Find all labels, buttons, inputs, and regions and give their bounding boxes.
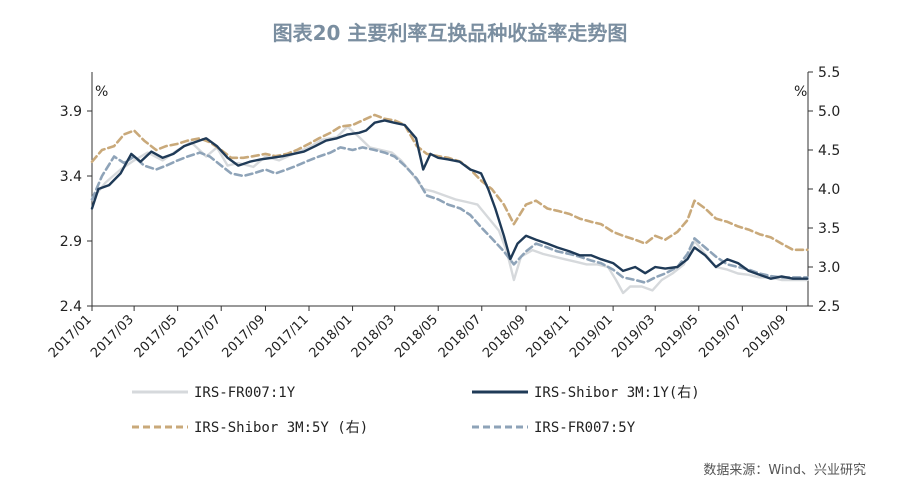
source-note: 数据来源：Wind、兴业研究 [703,463,866,478]
legend-item: IRS-FR007:5Y [472,420,636,436]
right-tick-label: 2.5 [818,299,840,315]
x-tick-label: 2018/07 [436,312,485,361]
legend-item: IRS-Shibor 3M:1Y(右) [472,385,700,401]
legend-label: IRS-FR007:5Y [534,420,636,436]
x-tick-label: 2017/11 [263,312,312,361]
axes-layer: 2.4 2.9 3.4 3.9 2.5 3.0 3.5 4.0 4.5 5.0 5.5 2017/01… [46,65,840,361]
x-tick-label: 2018/05 [392,312,441,361]
series-line-2 [90,119,809,280]
right-unit-label: % [794,84,807,100]
series-line-3 [90,113,809,252]
legend-item: IRS-Shibor 3M:5Y (右) [132,420,368,436]
x-tick-label: 2018/11 [524,312,573,361]
x-tick-label: 2019/03 [609,312,658,361]
right-tick-label: 5.5 [818,65,840,81]
left-tick-label: 3.9 [60,104,82,120]
legend-label: IRS-Shibor 3M:5Y (右) [194,420,368,436]
x-tick-label: 2019/05 [653,312,702,361]
series-layer [90,113,809,295]
x-tick-label: 2019/07 [696,312,745,361]
legend-item: IRS-FR007:1Y [132,385,296,401]
x-tick-label: 2017/05 [132,312,181,361]
legend-label: IRS-FR007:1Y [194,385,296,401]
x-tick-label: 2019/09 [741,312,790,361]
x-tick-label: 2017/03 [88,312,137,361]
x-tick-label: 2017/01 [46,312,95,361]
right-tick-label: 3.0 [818,260,840,276]
right-tick-label: 5.0 [818,104,840,120]
x-tick-label: 2019/01 [567,312,616,361]
left-tick-label: 2.9 [60,234,82,250]
right-tick-label: 4.5 [818,143,840,159]
legend: IRS-FR007:1Y IRS-Shibor 3M:1Y(右) IRS-Shibo… [132,385,700,436]
x-tick-label: 2018/09 [480,312,529,361]
x-tick-label: 2018/01 [307,312,356,361]
x-tick-label: 2017/09 [219,312,268,361]
x-tick-label: 2018/03 [349,312,398,361]
chart-title: 图表20 主要利率互换品种收益率走势图 [273,21,628,45]
left-unit-label: % [95,84,108,100]
left-tick-label: 3.4 [60,169,82,185]
right-tick-label: 4.0 [818,182,840,198]
series-line-4 [90,146,809,284]
left-tick-label: 2.4 [60,299,82,315]
right-tick-label: 3.5 [818,221,840,237]
x-tick-label: 2017/07 [175,312,224,361]
legend-label: IRS-Shibor 3M:1Y(右) [534,385,700,401]
